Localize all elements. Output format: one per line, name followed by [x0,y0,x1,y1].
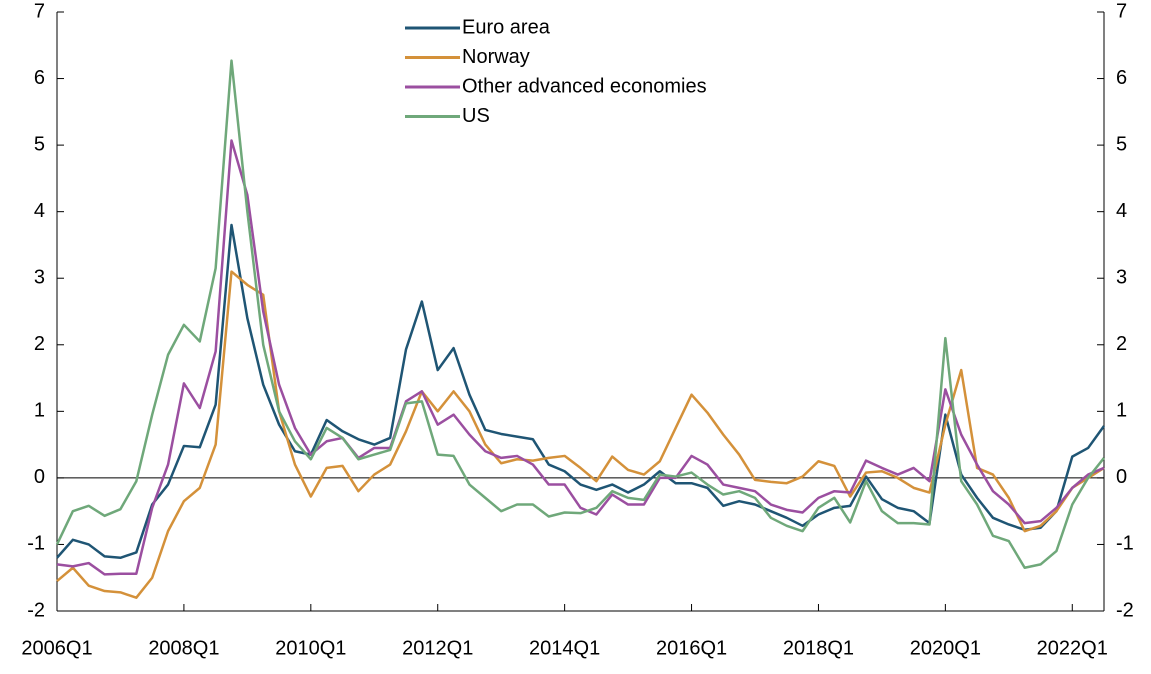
y-tick-label: -1 [27,533,45,555]
x-tick-label: 2010Q1 [275,637,346,659]
y-tick-label: 2 [34,333,45,355]
y2-tick-label: 0 [1116,466,1127,488]
y-tick-label: 3 [34,267,45,289]
y2-tick-label: 7 [1116,0,1127,22]
series-line [55,59,1105,569]
series-line [56,270,1105,599]
x-tick-label: 2016Q1 [656,637,727,659]
legend-label: Norway [462,46,530,68]
y2-tick-label: 2 [1116,333,1127,355]
x-tick-label: 2008Q1 [148,637,219,659]
x-tick-label: 2006Q1 [21,637,92,659]
y-tick-label: 7 [34,0,45,22]
y-tick-label: 4 [34,200,45,222]
y-tick-label: -2 [27,599,45,621]
y2-tick-label: 6 [1116,67,1127,89]
y-tick-label: 0 [34,466,45,488]
y-tick-label: 5 [34,133,45,155]
legend-label: Euro area [462,16,551,38]
y2-tick-label: 1 [1116,400,1127,422]
y2-tick-label: 5 [1116,133,1127,155]
x-tick-label: 2020Q1 [910,637,981,659]
x-tick-label: 2012Q1 [402,637,473,659]
y-tick-label: 6 [34,67,45,89]
x-tick-label: 2022Q1 [1037,637,1108,659]
series-line [56,139,1105,576]
y-tick-label: 1 [34,400,45,422]
y2-tick-label: 4 [1116,200,1127,222]
legend-label: US [462,105,490,127]
legend-label: Other advanced economies [462,75,707,97]
x-tick-label: 2018Q1 [783,637,854,659]
x-tick-label: 2014Q1 [529,637,600,659]
y2-tick-label: -2 [1116,599,1134,621]
y2-tick-label: -1 [1116,533,1134,555]
y2-tick-label: 3 [1116,267,1127,289]
